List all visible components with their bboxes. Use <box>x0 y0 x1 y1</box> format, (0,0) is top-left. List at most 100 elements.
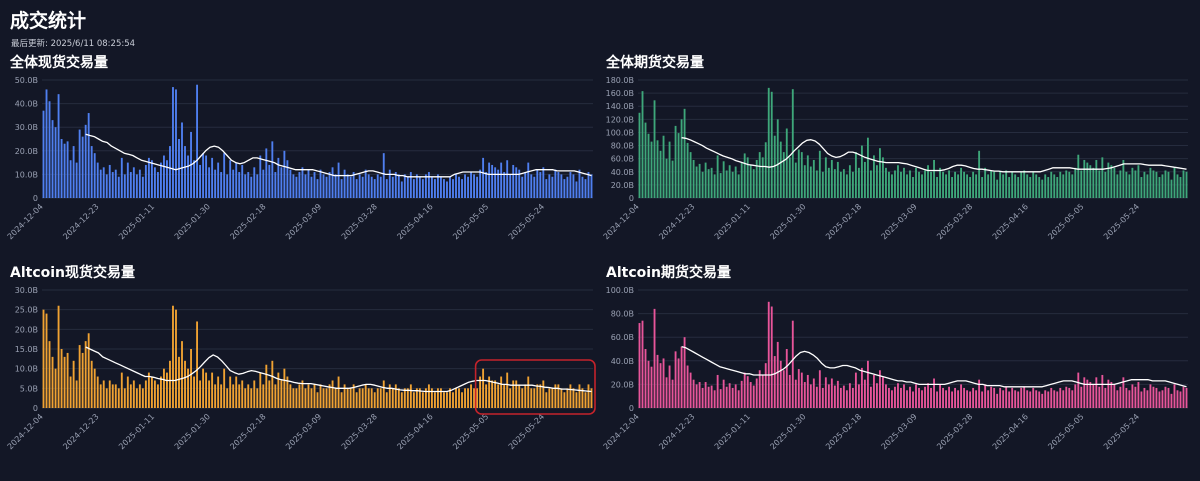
volume-bar <box>1086 379 1089 408</box>
volume-bar <box>710 385 713 408</box>
x-tick-label: 2024-12-04 <box>602 412 641 451</box>
chart-title: Altcoin现货交易量 <box>10 265 136 281</box>
volume-bar <box>662 135 665 198</box>
volume-bar <box>1020 171 1023 198</box>
volume-bar <box>304 174 307 198</box>
x-tick-label: 2025-02-18 <box>228 412 267 451</box>
volume-bar <box>473 174 475 198</box>
volume-bar <box>172 305 174 408</box>
volume-bar <box>996 393 999 408</box>
volume-bar <box>232 169 235 198</box>
volume-bar <box>506 160 509 198</box>
volume-bar <box>181 341 183 408</box>
volume-bar <box>337 376 340 408</box>
volume-bar <box>280 167 283 198</box>
volume-bar <box>382 153 385 198</box>
volume-bar <box>569 172 572 198</box>
volume-bar <box>1089 382 1092 408</box>
x-tick-label: 2025-01-11 <box>117 412 156 451</box>
volume-bar <box>924 170 926 198</box>
x-tick-label: 2025-01-11 <box>713 412 752 451</box>
volume-bar <box>138 169 141 198</box>
volume-bar <box>169 146 171 198</box>
volume-bar <box>461 392 463 408</box>
volume-bar <box>1128 174 1131 198</box>
volume-bar <box>948 170 950 198</box>
volume-bar <box>656 140 659 198</box>
volume-bar <box>969 391 972 408</box>
volume-bar <box>882 377 884 408</box>
volume-bar <box>909 170 911 198</box>
volume-bar <box>1071 390 1074 408</box>
volume-bar <box>1002 390 1005 408</box>
volume-bar <box>394 384 397 408</box>
volume-bar <box>695 166 698 198</box>
volume-bar <box>482 157 485 198</box>
volume-bar <box>590 388 593 408</box>
volume-bar <box>869 386 872 408</box>
volume-bar <box>900 387 902 408</box>
volume-bar <box>866 137 869 198</box>
volume-bar <box>361 388 364 408</box>
volume-bar <box>719 173 722 198</box>
y-tick-label: 20.0B <box>611 380 634 389</box>
volume-bar <box>770 91 773 198</box>
volume-bar <box>1062 390 1065 408</box>
volume-bar <box>84 124 87 198</box>
volume-bar <box>758 152 761 198</box>
volume-bar <box>334 388 337 408</box>
volume-bar <box>551 176 554 198</box>
volume-bar <box>51 356 54 408</box>
moving-average-line <box>681 345 1187 388</box>
x-tick-label: 2024-12-04 <box>6 412 45 451</box>
volume-bar <box>184 360 186 408</box>
volume-bar <box>806 374 809 408</box>
volume-bar <box>503 172 506 198</box>
volume-bar <box>701 171 704 198</box>
x-tick-label: 2025-05-05 <box>1046 202 1085 241</box>
volume-bar <box>725 386 728 408</box>
volume-bar <box>268 380 271 408</box>
volume-bar <box>764 142 767 198</box>
volume-bar <box>202 153 205 198</box>
volume-bar <box>650 141 653 198</box>
volume-bar <box>569 384 572 408</box>
volume-bar <box>370 388 373 408</box>
volume-bar <box>1032 171 1035 198</box>
altcoin-spot-volume-chart: Altcoin现货交易量 0 5.0B 10.0B 15.0B 20.0B 25.0B 30… <box>6 262 596 481</box>
volume-bar <box>876 165 878 198</box>
volume-bar <box>885 167 887 198</box>
y-tick-label: 5.0B <box>20 384 38 393</box>
x-tick-label: 2025-03-28 <box>340 202 379 241</box>
volume-bar <box>776 341 779 408</box>
x-tick-label: 2025-01-11 <box>713 202 752 241</box>
volume-bar <box>129 172 132 198</box>
volume-bar <box>927 165 929 198</box>
volume-bar <box>1074 167 1077 198</box>
volume-bar <box>304 388 307 408</box>
volume-bar <box>331 167 334 198</box>
volume-bar <box>418 176 421 198</box>
volume-bar <box>217 376 220 408</box>
volume-bar <box>358 388 361 408</box>
volume-bar <box>196 84 198 198</box>
volume-bar <box>1179 391 1182 408</box>
volume-bar <box>1041 393 1044 408</box>
volume-bar <box>238 384 241 408</box>
altcoin-futures-volume-chart: Altcoin期货交易量 0 20.0B 40.0B 60.0B 80.0B 100.0B… <box>602 262 1190 481</box>
y-tick-label: 0 <box>629 404 634 413</box>
volume-bar <box>737 390 740 408</box>
volume-bar <box>244 388 247 408</box>
volume-bar <box>806 155 809 198</box>
volume-bar <box>226 388 229 408</box>
volume-bar <box>126 162 129 198</box>
volume-bar <box>485 172 488 198</box>
volume-bar <box>1107 162 1110 198</box>
y-tick-label: 120.0B <box>606 115 634 124</box>
volume-bar <box>915 384 917 408</box>
volume-bar <box>731 171 734 198</box>
moving-average-line <box>85 133 592 178</box>
volume-bar <box>662 358 665 408</box>
volume-bar <box>1080 170 1083 198</box>
volume-bar <box>412 179 415 198</box>
